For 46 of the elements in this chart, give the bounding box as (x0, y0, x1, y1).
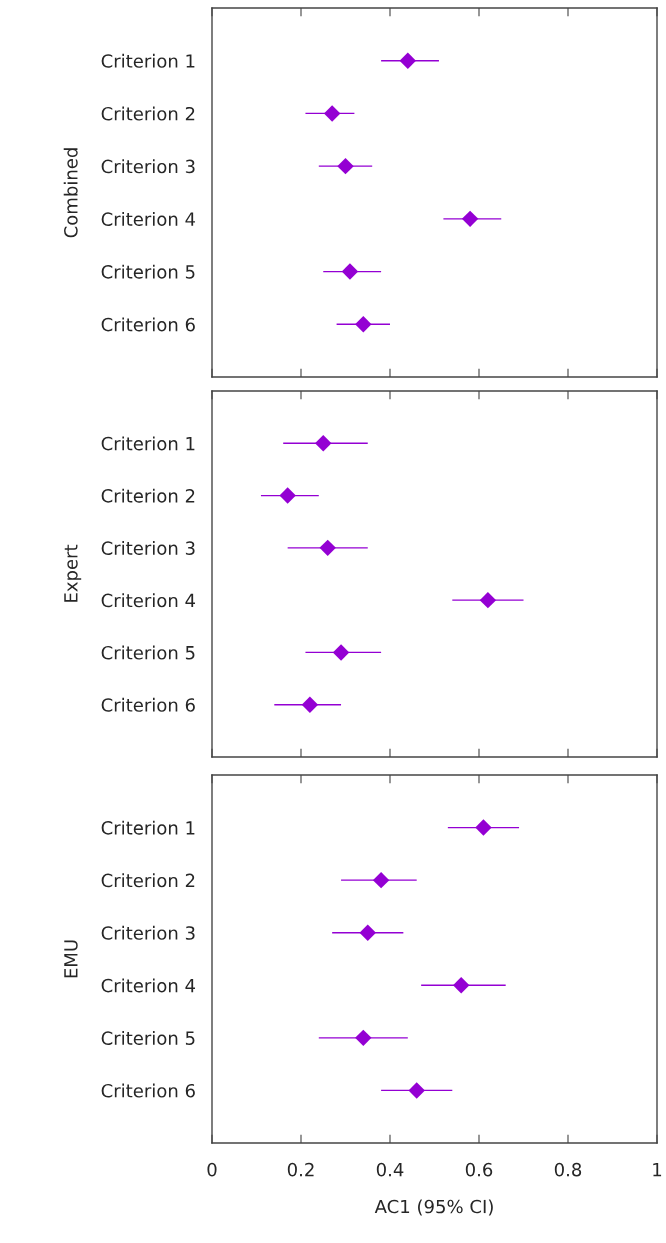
x-tick-label: 0 (207, 1162, 217, 1177)
y-axis-title: Expert (64, 544, 82, 602)
x-tick-label: 1 (653, 1163, 662, 1177)
point (461, 210, 479, 228)
y-tick-label: Criterion 1 (101, 53, 195, 68)
y-tick-label: Criterion 5 (101, 264, 195, 279)
point (399, 52, 417, 69)
point (337, 157, 354, 175)
y-tick-label: Criterion 3 (101, 159, 195, 174)
y-tick-label: Criterion 1 (101, 820, 195, 835)
y-tick-label: Criterion 6 (101, 697, 195, 712)
point (301, 696, 319, 713)
point (332, 644, 350, 661)
y-tick-label: Criterion 4 (101, 212, 196, 226)
point (479, 591, 497, 609)
y-tick-label: Criterion 2 (101, 488, 195, 503)
point (372, 871, 390, 889)
y-axis-title: EMU (64, 940, 78, 978)
point (319, 539, 336, 557)
point (341, 263, 359, 280)
point (315, 435, 332, 452)
x-tick-label: 0.2 (287, 1162, 314, 1177)
point (279, 487, 296, 504)
y-tick-label: Criterion 4 (101, 978, 196, 993)
x-tick-label: 0.6 (465, 1162, 493, 1177)
point (452, 977, 470, 994)
y-tick-label: Criterion 3 (101, 541, 195, 555)
y-tick-label: Criterion 6 (101, 1083, 195, 1098)
y-tick-label: Criterion 6 (101, 317, 195, 332)
y-tick-label: Criterion 2 (101, 106, 195, 121)
x-tick-label: 0.4 (376, 1162, 404, 1177)
y-axis-title: Combined (63, 148, 78, 238)
point (323, 105, 341, 122)
point (475, 819, 492, 836)
x-axis-title: AC1 (95% CI) (374, 1199, 493, 1216)
point (408, 1082, 425, 1099)
y-tick-label: Criterion 1 (101, 436, 195, 451)
point (355, 1029, 372, 1047)
x-tick-label: 0.8 (554, 1162, 582, 1177)
y-tick-label: Criterion 5 (101, 645, 195, 660)
y-tick-label: Criterion 4 (101, 593, 196, 608)
y-tick-label: Criterion 3 (101, 925, 195, 940)
point (355, 316, 372, 333)
y-tick-label: Criterion 5 (101, 1031, 195, 1045)
y-tick-label: Criterion 2 (101, 873, 195, 888)
point (359, 924, 376, 941)
